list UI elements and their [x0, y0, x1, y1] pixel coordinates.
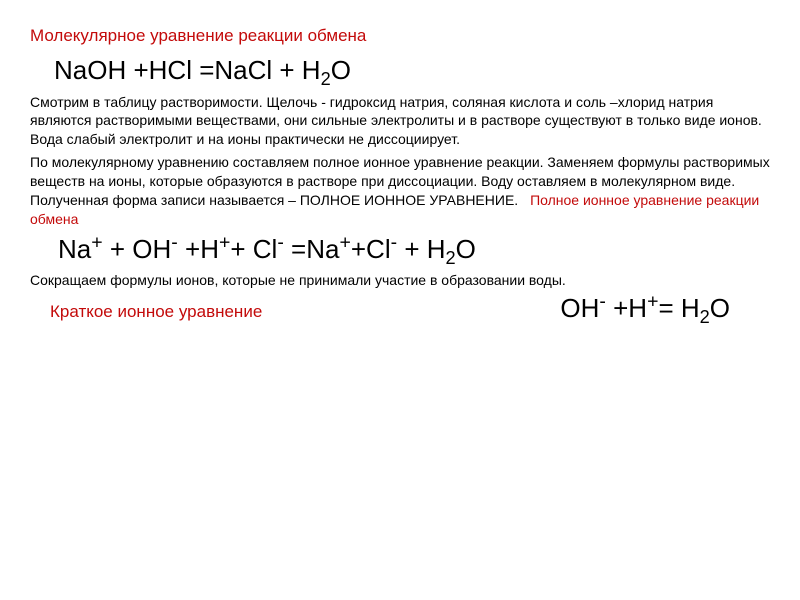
- equation-full-ionic: Na+ + OH- +H++ Cl- =Na++Cl- + H2O: [58, 235, 770, 264]
- paragraph-reduce: Сокращаем формулы ионов, которые не прин…: [30, 271, 770, 290]
- paragraph-solubility: Смотрим в таблицу растворимости. Щелочь …: [30, 93, 770, 150]
- equation-molecular: NaOH +HCl =NaCl + H2O: [54, 56, 770, 85]
- chemistry-slide: Молекулярное уравнение реакции обмена Na…: [0, 0, 800, 600]
- heading-molecular: Молекулярное уравнение реакции обмена: [30, 26, 770, 46]
- paragraph-fullionic-explain: По молекулярному уравнению составляем по…: [30, 153, 770, 229]
- heading-short-ionic: Краткое ионное уравнение: [50, 302, 262, 322]
- equation-short-ionic: OH- +H+= H2O: [560, 294, 730, 323]
